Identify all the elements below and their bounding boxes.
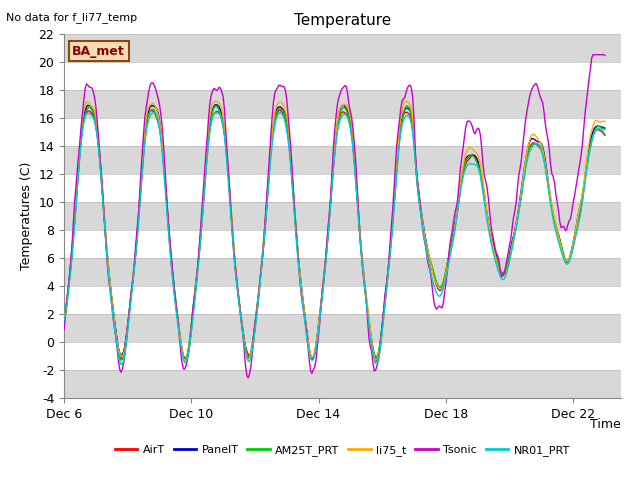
Bar [64, 61, 621, 90]
Legend: AirT, PanelT, AM25T_PRT, li75_t, Tsonic, NR01_PRT: AirT, PanelT, AM25T_PRT, li75_t, Tsonic,… [111, 441, 574, 460]
Text: BA_met: BA_met [72, 45, 125, 58]
Text: Time: Time [590, 419, 621, 432]
Bar [64, 174, 621, 202]
Text: No data for f_li77_temp: No data for f_li77_temp [6, 12, 138, 23]
Bar [64, 342, 621, 371]
Bar [64, 230, 621, 258]
Y-axis label: Temperatures (C): Temperatures (C) [20, 162, 33, 270]
Bar [64, 118, 621, 146]
Bar [64, 286, 621, 314]
Title: Temperature: Temperature [294, 13, 391, 28]
